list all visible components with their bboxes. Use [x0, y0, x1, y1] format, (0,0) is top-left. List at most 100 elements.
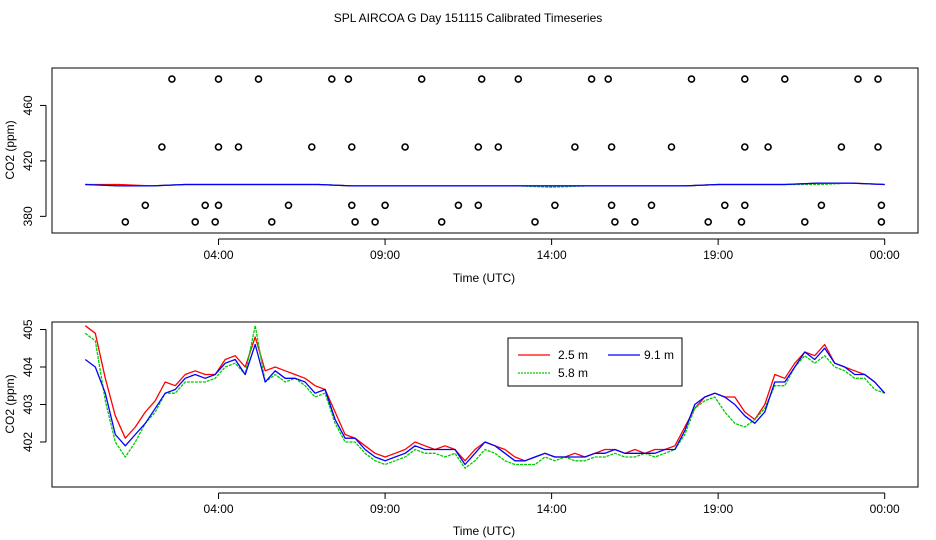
- top-series-line-9-1-m: [85, 182, 885, 187]
- top-data-point: [284, 201, 293, 210]
- top-data-point: [514, 75, 523, 83]
- top-data-point: [381, 201, 389, 210]
- bottom-y-axis-label: CO2 (ppm): [3, 374, 17, 433]
- top-data-point: [344, 75, 353, 83]
- top-data-point: [254, 75, 263, 83]
- top-data-point: [307, 143, 316, 151]
- top-data-point: [267, 218, 276, 226]
- legend-label-2-5m: 2.5 m: [558, 348, 588, 362]
- top-y-axis-label: CO2 (ppm): [3, 120, 17, 179]
- top-data-point: [611, 218, 619, 226]
- top-series-group: [85, 182, 885, 188]
- top-data-point: [800, 218, 809, 226]
- legend: 2.5 m 9.1 m 5.8 m: [507, 337, 683, 387]
- bottom-y-tick-label: 404: [21, 357, 35, 377]
- top-data-point: [817, 201, 826, 210]
- top-data-point: [740, 75, 749, 83]
- top-data-point: [474, 143, 483, 151]
- top-data-point: [191, 218, 199, 226]
- top-data-point: [201, 201, 209, 210]
- top-data-point: [551, 201, 559, 210]
- bottom-x-tick-label: 14:00: [537, 502, 567, 516]
- top-data-point: [494, 143, 503, 151]
- legend-label-5-8m: 5.8 m: [558, 366, 588, 380]
- top-data-point: [214, 75, 223, 83]
- top-data-point: [347, 201, 356, 210]
- top-data-point: [437, 218, 446, 226]
- top-x-tick-label: 14:00: [537, 248, 567, 262]
- bottom-x-axis: 04:00 09:00 14:00 19:00 00:00: [204, 492, 900, 516]
- top-y-tick-label: 460: [21, 95, 35, 115]
- top-data-point: [327, 75, 336, 83]
- top-data-point: [158, 143, 166, 151]
- bottom-x-tick-label: 00:00: [870, 502, 900, 516]
- bottom-plot-frame: [51, 321, 919, 488]
- top-plot-frame: [51, 67, 919, 234]
- top-data-point: [740, 201, 749, 210]
- top-data-point: [234, 143, 243, 151]
- bottom-series-group: [84, 325, 886, 469]
- top-data-point: [168, 75, 176, 83]
- top-panel: 04:00 09:00 14:00 19:00 00:00 380 420 460 Time…: [3, 67, 919, 285]
- top-data-point: [740, 143, 749, 151]
- top-y-tick-label: 380: [21, 206, 35, 226]
- top-x-axis-label: Time (UTC): [453, 271, 515, 285]
- top-data-point: [631, 218, 639, 226]
- top-y-axis: 380 420 460: [21, 95, 47, 226]
- top-data-point: [780, 75, 789, 83]
- top-data-point: [720, 201, 729, 210]
- top-x-tick-label: 00:00: [870, 248, 900, 262]
- top-data-point: [647, 201, 656, 210]
- top-data-point: [704, 218, 713, 226]
- top-data-point: [351, 218, 359, 226]
- bottom-y-tick-label: 405: [21, 319, 35, 339]
- top-data-point: [347, 143, 356, 151]
- top-data-point: [141, 201, 150, 210]
- top-data-point: [854, 75, 862, 83]
- top-data-point: [214, 143, 223, 151]
- top-data-point: [667, 143, 676, 151]
- bottom-series-line-9-1-m: [84, 343, 886, 466]
- top-data-point: [687, 75, 696, 83]
- top-data-point: [571, 143, 579, 151]
- top-data-point: [607, 201, 616, 210]
- figure-title: SPL AIRCOA G Day 151115 Calibrated Times…: [334, 11, 603, 25]
- top-data-point: [837, 143, 846, 151]
- top-data-point: [371, 218, 379, 226]
- top-data-point: [401, 143, 409, 151]
- top-x-axis: 04:00 09:00 14:00 19:00 00:00: [204, 238, 900, 262]
- top-data-point: [454, 201, 463, 210]
- top-data-point: [604, 75, 613, 83]
- top-data-point: [121, 218, 130, 226]
- top-data-point: [877, 201, 886, 210]
- bottom-panel: 04:00 09:00 14:00 19:00 00:00 402 403 404 405 T…: [3, 319, 919, 538]
- bottom-x-tick-label: 19:00: [703, 502, 733, 516]
- top-data-point: [764, 143, 772, 151]
- top-data-point: [737, 218, 746, 226]
- top-data-point: [417, 75, 426, 83]
- bottom-y-axis: 402 403 404 405: [21, 319, 47, 452]
- top-data-point: [211, 218, 219, 226]
- bottom-x-tick-label: 09:00: [370, 502, 400, 516]
- top-points-group: [121, 75, 886, 226]
- bottom-y-tick-label: 403: [21, 394, 35, 414]
- top-x-tick-label: 09:00: [370, 248, 400, 262]
- top-data-point: [874, 143, 882, 151]
- top-data-point: [607, 143, 616, 151]
- top-data-point: [531, 218, 539, 226]
- top-y-tick-label: 420: [21, 151, 35, 171]
- top-data-point: [477, 75, 486, 83]
- top-data-point: [877, 218, 886, 226]
- top-data-point: [874, 75, 882, 83]
- bottom-series-line-2-5-m: [84, 325, 886, 462]
- top-x-tick-label: 19:00: [703, 248, 733, 262]
- bottom-x-axis-label: Time (UTC): [453, 524, 515, 538]
- bottom-x-tick-label: 04:00: [204, 502, 234, 516]
- top-data-point: [214, 201, 223, 210]
- top-data-point: [587, 75, 596, 83]
- bottom-y-tick-label: 402: [21, 432, 35, 452]
- bottom-series-line-5-8-m: [84, 325, 885, 469]
- top-x-tick-label: 04:00: [204, 248, 234, 262]
- legend-label-9-1m: 9.1 m: [644, 348, 674, 362]
